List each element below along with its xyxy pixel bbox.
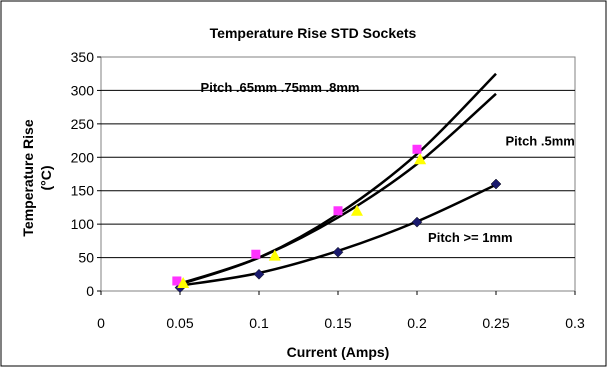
series-annotation: Pitch .65mm .75mm .8mm <box>201 80 360 95</box>
marker-diamond <box>253 268 265 280</box>
x-tick-label: 0 <box>97 315 105 331</box>
grid-lines <box>101 89 575 259</box>
marker-square <box>333 206 343 216</box>
marker-square <box>251 249 261 259</box>
y-tick-label: 200 <box>71 149 95 165</box>
marker-triangle <box>177 276 190 288</box>
y-tick-label: 150 <box>71 183 95 199</box>
marker-square <box>172 276 182 286</box>
marker-diamond <box>411 216 423 228</box>
marker-diamond <box>332 246 344 258</box>
marker-triangle <box>414 153 427 165</box>
x-tick-label: 0.3 <box>565 315 585 331</box>
y-tick-label: 0 <box>86 283 94 299</box>
series-annotation: Pitch .5mm <box>505 133 574 148</box>
x-tick-label: 0.1 <box>249 315 269 331</box>
x-tick-label: 0.2 <box>407 315 427 331</box>
data-markers <box>172 144 502 294</box>
marker-diamond <box>490 178 502 190</box>
x-axis-ticks: 0 0.05 0.1 0.15 0.2 0.25 0.3 <box>97 291 585 331</box>
marker-square <box>412 144 422 154</box>
y-tick-label: 250 <box>71 116 95 132</box>
marker-triangle <box>268 249 281 261</box>
x-axis-label: Current (Amps) <box>287 344 390 360</box>
x-tick-label: 0.15 <box>324 315 351 331</box>
x-tick-label: 0.25 <box>482 315 509 331</box>
y-tick-label: 50 <box>78 250 94 266</box>
y-tick-label: 100 <box>71 216 95 232</box>
y-axis-label-line2: (°C) <box>38 165 54 190</box>
series-annotation: Pitch >= 1mm <box>428 230 513 245</box>
trendline <box>179 92 497 285</box>
y-axis-ticks: 0 50 100 150 200 250 300 350 <box>71 49 101 299</box>
y-axis-label-line1: Temperature Rise <box>20 119 36 236</box>
x-tick-label: 0.05 <box>166 315 193 331</box>
y-tick-label: 300 <box>71 82 95 98</box>
chart-title: Temperature Rise STD Sockets <box>210 25 417 41</box>
annotations: Pitch .65mm .75mm .8mm Pitch .5mm Pitch >=… <box>201 80 575 245</box>
y-tick-label: 350 <box>71 49 95 65</box>
marker-triangle <box>350 204 363 216</box>
